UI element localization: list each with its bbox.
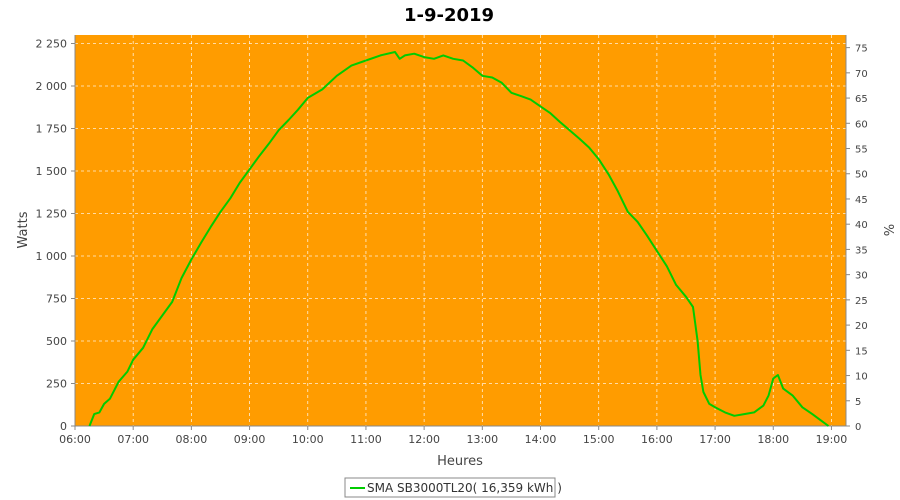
y-tick-label: 1 250: [36, 208, 68, 221]
x-tick-label: 16:00: [641, 433, 673, 446]
right-tick-label: 75: [855, 44, 868, 55]
right-tick-label: 15: [855, 346, 868, 357]
right-tick-label: 10: [855, 372, 868, 383]
chart-title: 1-9-2019: [404, 5, 494, 26]
x-tick-label: 17:00: [699, 433, 731, 446]
right-tick-label: 50: [855, 170, 868, 181]
right-tick-label: 55: [855, 145, 868, 156]
x-tick-label: 12:00: [408, 433, 440, 446]
right-tick-label: 45: [855, 195, 868, 206]
right-tick-label: 40: [855, 220, 868, 231]
right-tick-label: 70: [855, 69, 868, 80]
x-tick-label: 06:00: [59, 433, 91, 446]
legend: SMA SB3000TL20( 16,359 kWh ): [344, 477, 562, 498]
right-tick-label: 0: [855, 422, 861, 433]
y-tick-label: 500: [46, 335, 67, 348]
right-tick-label: 5: [855, 397, 861, 408]
y-tick-label: 2 250: [36, 38, 68, 51]
right-tick-label: 30: [855, 271, 868, 282]
y-tick-label: 1 000: [36, 250, 68, 263]
legend-box: [344, 477, 556, 498]
right-tick-label: 65: [855, 94, 868, 105]
y-axis-label: Watts: [16, 211, 31, 248]
x-tick-label: 11:00: [350, 433, 382, 446]
plot-area: 06:00 07:00 08:00 09:00 10:00 11:00 12:00 13:00…: [36, 35, 868, 446]
y-tick-label: 0: [60, 420, 67, 433]
right-axis-label: %: [880, 224, 895, 236]
x-tick-label: 14:00: [525, 433, 557, 446]
x-tick-label: 08:00: [176, 433, 208, 446]
y-tick-label: 2 000: [36, 80, 68, 93]
x-tick-label: 09:00: [234, 433, 266, 446]
x-axis-label: Heures: [437, 454, 483, 469]
x-tick-label: 15:00: [583, 433, 615, 446]
plot-background: [75, 35, 846, 426]
y-tick-label: 1 500: [36, 165, 68, 178]
x-tick-label: 13:00: [466, 433, 498, 446]
legend-label: SMA SB3000TL20( 16,359 kWh ): [367, 481, 562, 495]
right-tick-label: 20: [855, 321, 868, 332]
y-tick-label: 250: [46, 378, 67, 391]
y-tick-label: 750: [46, 293, 67, 306]
y-tick-label: 1 750: [36, 123, 68, 136]
x-tick-label: 19:00: [816, 433, 848, 446]
x-tick-label: 18:00: [757, 433, 789, 446]
right-tick-label: 35: [855, 245, 868, 256]
right-tick-label: 60: [855, 119, 868, 130]
x-tick-label: 10:00: [292, 433, 324, 446]
x-tick-label: 07:00: [117, 433, 149, 446]
series-line: [88, 51, 830, 427]
right-tick-label: 25: [855, 296, 868, 307]
